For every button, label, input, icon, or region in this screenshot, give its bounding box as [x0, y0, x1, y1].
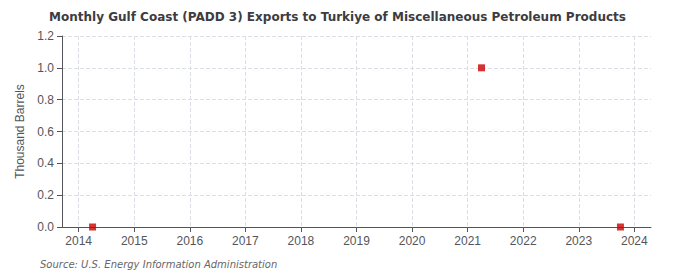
svg-text:1.0: 1.0 — [37, 61, 54, 75]
svg-text:0.0: 0.0 — [37, 220, 54, 234]
svg-text:2014: 2014 — [65, 234, 92, 248]
svg-text:2019: 2019 — [343, 234, 370, 248]
svg-text:1.2: 1.2 — [37, 29, 54, 43]
svg-text:Thousand Barrels: Thousand Barrels — [13, 84, 27, 179]
svg-text:2015: 2015 — [121, 234, 148, 248]
svg-text:2023: 2023 — [565, 234, 592, 248]
svg-text:2018: 2018 — [288, 234, 315, 248]
svg-text:2024: 2024 — [621, 234, 648, 248]
svg-text:0.6: 0.6 — [37, 125, 54, 139]
svg-text:2021: 2021 — [454, 234, 481, 248]
svg-text:Monthly Gulf Coast (PADD 3) Ex: Monthly Gulf Coast (PADD 3) Exports to T… — [49, 10, 626, 24]
svg-text:2020: 2020 — [399, 234, 426, 248]
svg-text:2016: 2016 — [176, 234, 203, 248]
svg-text:Source: U.S. Energy Informatio: Source: U.S. Energy Information Administ… — [40, 259, 277, 270]
svg-text:0.8: 0.8 — [37, 93, 54, 107]
svg-text:0.2: 0.2 — [37, 188, 54, 202]
svg-text:2022: 2022 — [510, 234, 537, 248]
svg-text:0.4: 0.4 — [37, 156, 54, 170]
svg-text:2017: 2017 — [232, 234, 259, 248]
